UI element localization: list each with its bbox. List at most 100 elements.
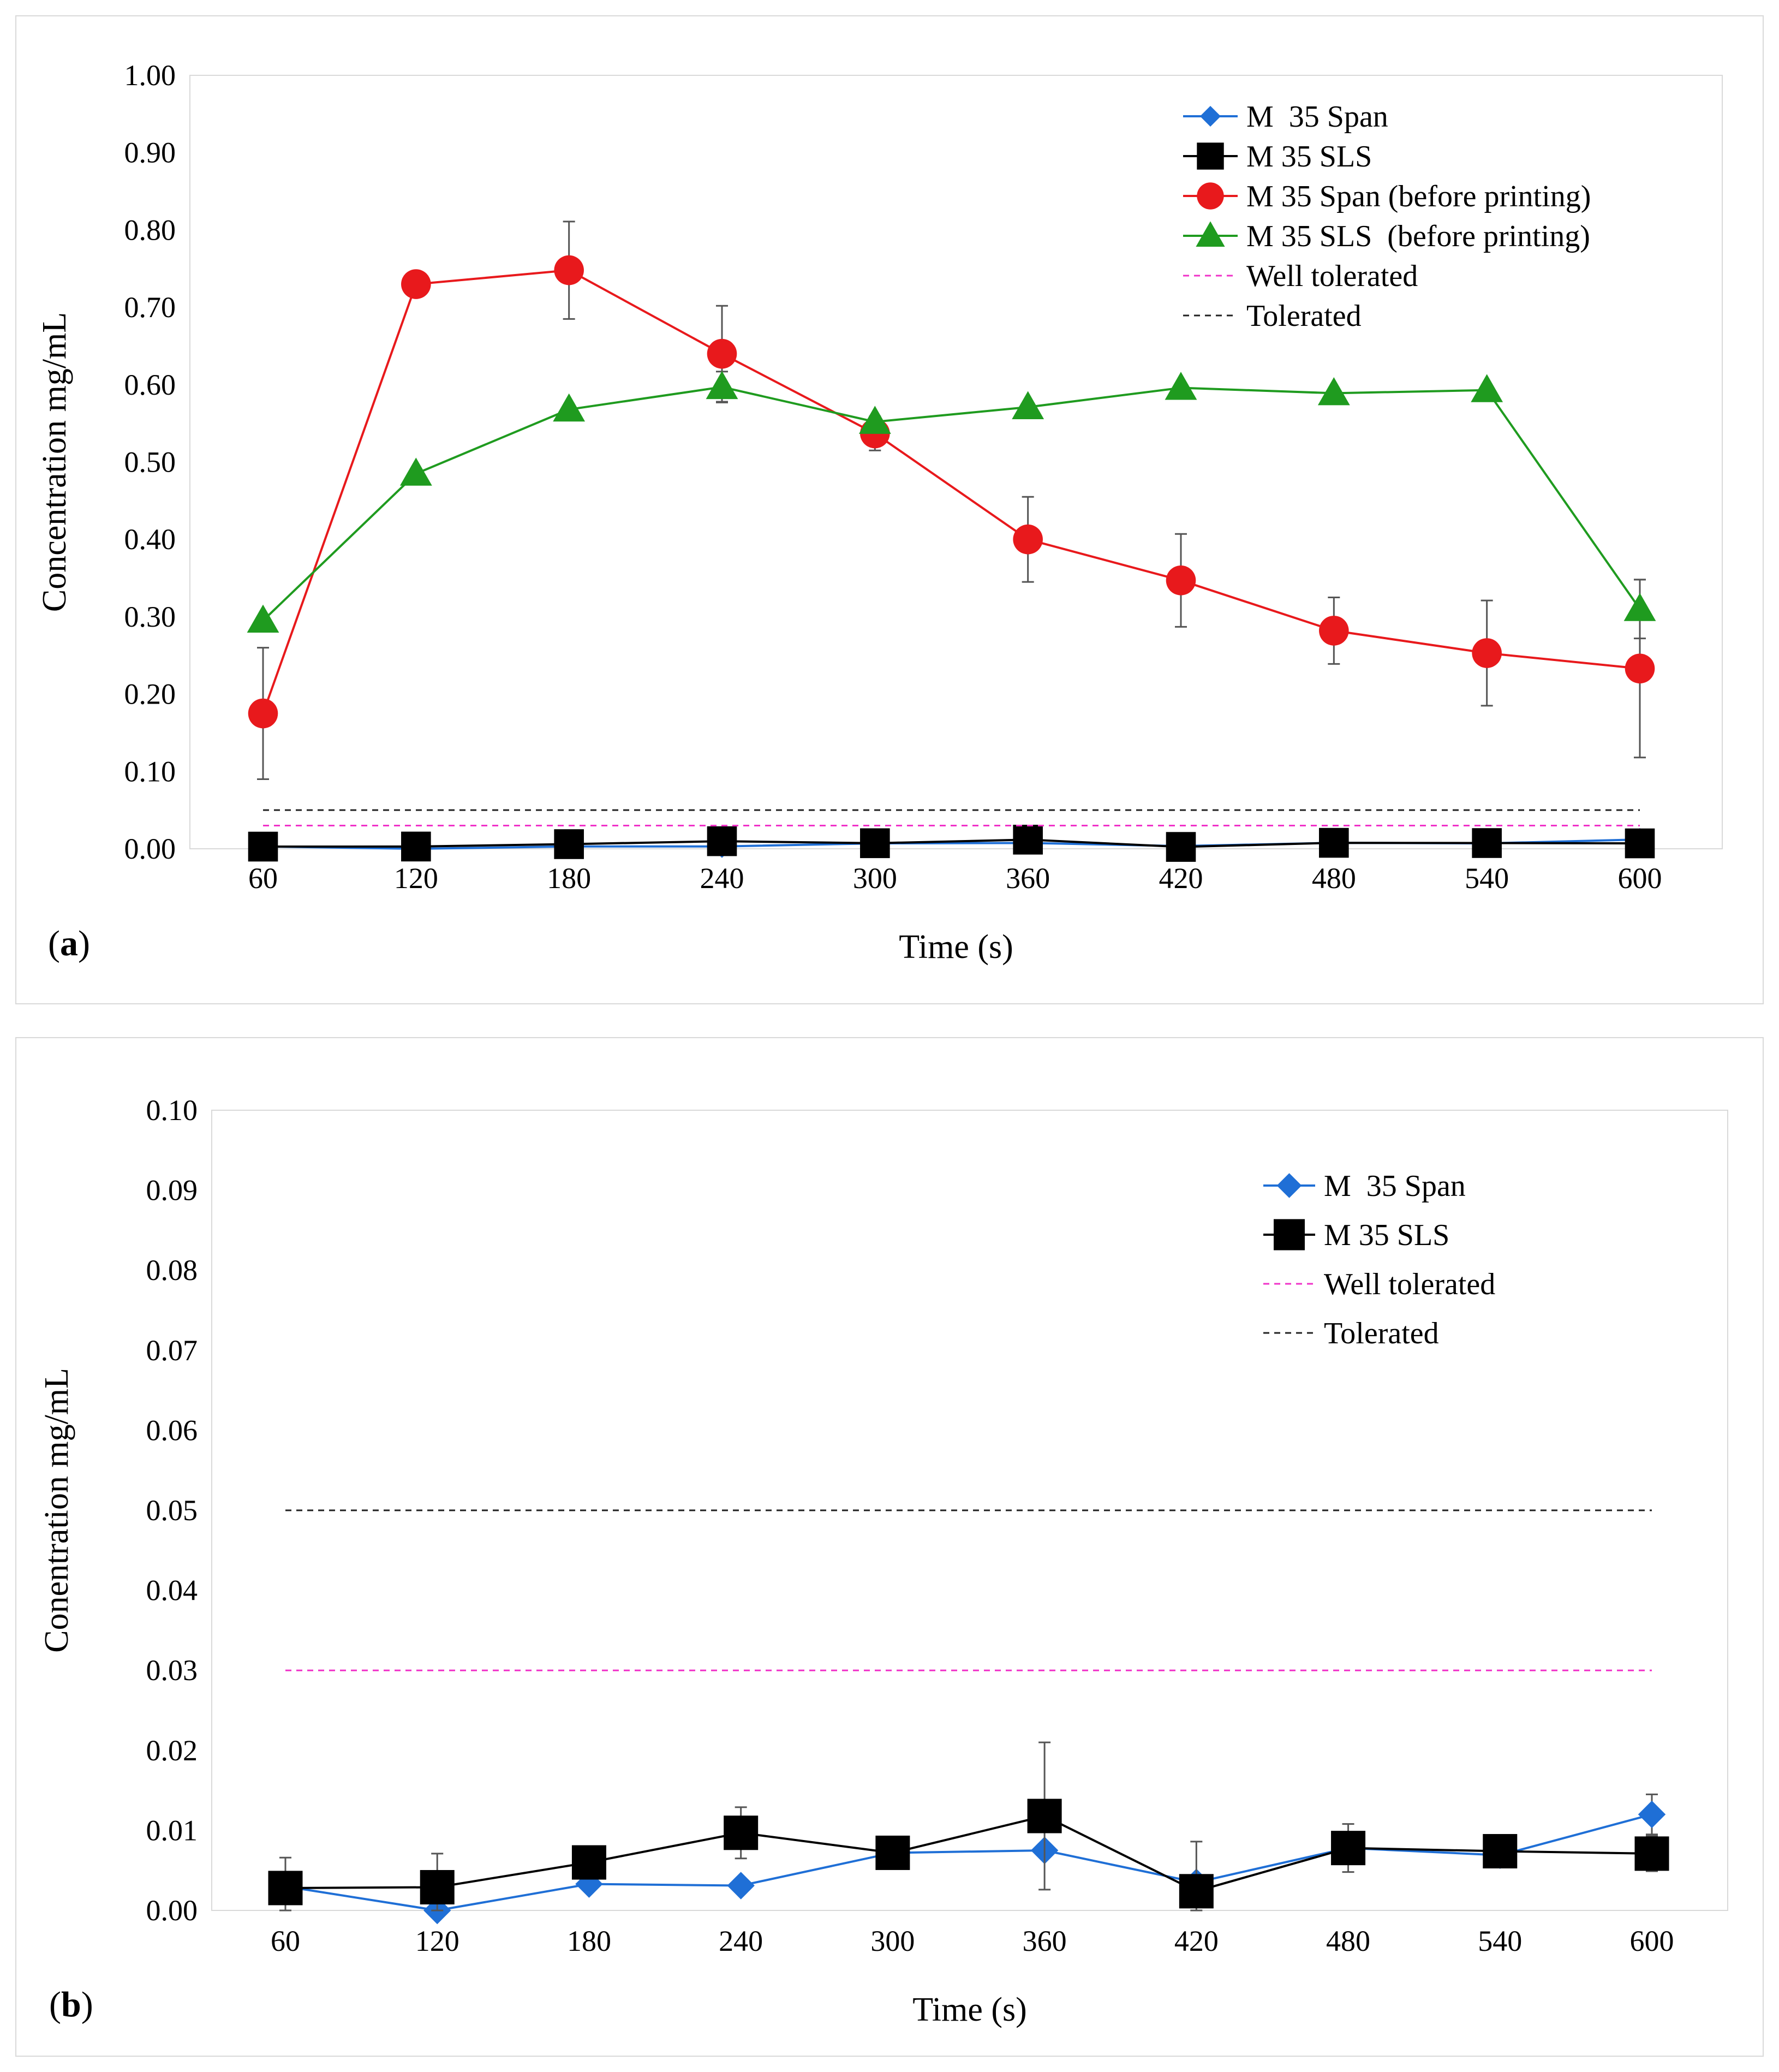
chart-a-series-m-35-span-before-printing-point [1013,524,1043,555]
chart-b-series-m-35-sls-line [285,1814,1652,1892]
chart-a-series-m-35-sls-before-printing-point [1471,374,1503,402]
chart-a-y-tick-label: 0.80 [124,213,176,246]
chart-a-x-tick-label: 420 [1159,862,1203,895]
chart-a-series-m-35-span-before-printing-point [1319,616,1349,646]
chart-a-y-tick-label: 0.20 [124,678,176,711]
chart-a-y-tick-label: 0.90 [124,136,176,169]
chart-b-x-axis-title: Time (s) [912,1991,1027,2028]
chart-b-x-tick-label: 360 [1023,1925,1067,1957]
chart-b-svg: 0.00 0.01 0.02 0.03 0.04 0.05 0.06 0.07 0.08 0.09… [38,1094,1728,2028]
chart-a-legend-label: M 35 SLS (before printing) [1246,219,1590,253]
chart-a-x-axis-title: Time (s) [899,928,1013,966]
chart-panel-b: 0.00 0.01 0.02 0.03 0.04 0.05 0.06 0.07 0.08 0.09… [15,1037,1764,2057]
chart-b-y-tick-label: 0.06 [146,1414,198,1446]
chart-b-series-m-35-sls-point [1331,1831,1366,1866]
chart-b-legend-marker [1276,1173,1302,1198]
chart-b-x-tick-label: 120 [415,1925,459,1957]
chart-a-x-tick-label: 300 [853,862,897,895]
chart-b-series-m-35-sls-point [1179,1874,1214,1909]
chart-a-legend-label: Well tolerated [1246,259,1418,293]
chart-b-legend-label: M 35 Span [1324,1169,1466,1203]
chart-a-series-m-35-sls-before-printing-line [262,386,1641,622]
chart-a-series-m-35-sls-before-printing-point [1623,593,1656,621]
chart-a-y-tick-label: 0.40 [124,523,176,556]
chart-b-series-m-35-sls-point [1634,1836,1669,1871]
chart-b-series-m-35-sls-point [571,1845,606,1880]
chart-a-legend-marker [1197,182,1224,210]
chart-a-legend-label: M 35 Span (before printing) [1246,180,1591,213]
chart-a-x-tick-label: 600 [1618,862,1662,895]
chart-a-series-m-35-sls-point [1166,832,1196,862]
chart-b-y-tick-label: 0.02 [146,1734,198,1767]
chart-a-x-tick-label: 180 [547,862,591,895]
chart-b-x-tick-label: 60 [271,1925,300,1957]
chart-b-y-axis-title: Conentration mg/mL [38,1368,75,1653]
chart-b-y-tick-label: 0.05 [146,1494,198,1527]
chart-a-series-m-35-span-before-printing-point [401,269,431,299]
chart-a-x-tick-label: 360 [1006,862,1050,895]
chart-b-series-m-35-sls-point [420,1869,455,1904]
chart-b-legend-label: M 35 SLS [1324,1218,1449,1252]
chart-b-y-tick-label: 0.01 [146,1814,198,1847]
chart-a-series-m-35-sls-point [1472,828,1502,858]
chart-b-x-tick-label: 540 [1478,1925,1522,1957]
chart-a-legend-marker [1200,106,1221,127]
chart-a-y-axis-title: Concentration mg/mL [36,312,73,612]
chart-a-y-tick-label: 1.00 [124,59,176,92]
chart-b-y-tick-label: 0.00 [146,1894,198,1927]
chart-a-x-tick-label: 240 [700,862,744,895]
chart-a-y-tick-label: 0.00 [124,832,176,865]
chart-panel-a: 0.00 0.10 0.20 0.30 0.40 0.50 0.60 0.70 0.80 0.90… [15,15,1764,1004]
chart-a-series-m-35-sls-before-printing-point [1165,372,1197,400]
chart-a-series-m-35-sls-before-printing-point [706,371,738,400]
chart-a-panel-label: (a) [48,924,90,963]
chart-b-series-m-35-sls-point [268,1871,303,1906]
chart-a-series-m-35-span-before-printing-point [1625,653,1655,684]
chart-b-legend-label: Tolerated [1324,1317,1439,1350]
chart-a-series-m-35-span-before-printing-point [248,698,278,729]
chart-b-x-tick-label: 600 [1630,1925,1674,1957]
chart-b-x-tick-label: 420 [1174,1925,1219,1957]
chart-b-series-m-35-span-line [285,1813,1652,1912]
chart-a-x-tick-label: 60 [248,862,278,895]
chart-b-y-tick-label: 0.04 [146,1574,198,1607]
chart-a-y-tick-label: 0.50 [124,446,176,479]
chart-a-series-m-35-sls-before-printing-point [1012,391,1044,419]
chart-a-legend: M 35 Span M 35 SLS M 35 Span (before print… [1183,100,1591,333]
chart-a-series-m-35-sls-line [262,838,1640,848]
chart-b-legend: M 35 Span M 35 SLS Well tolerated Tolerated [1263,1169,1495,1350]
chart-a-series-m-35-sls-point [1319,827,1349,858]
chart-a-legend-label: M 35 SLS [1246,140,1372,174]
chart-a-x-tick-label: 540 [1465,862,1509,895]
chart-a-series-m-35-span-before-printing-point [1166,565,1196,596]
chart-a-series-m-35-sls-before-printing-point [1317,377,1350,406]
chart-b-series-m-35-sls-point [1483,1834,1518,1869]
chart-a-series-m-35-sls-before-printing-point [553,393,586,422]
chart-b-series-m-35-sls-point [724,1815,759,1850]
chart-a-legend-marker [1196,221,1225,247]
chart-a-y-tick-label: 0.30 [124,600,176,633]
chart-b-y-tick-label: 0.09 [146,1174,198,1207]
chart-b-x-tick-label: 240 [719,1925,763,1957]
chart-a-series-m-35-sls-point [1625,828,1655,859]
chart-a-y-tick-label: 0.10 [124,755,176,788]
chart-a-x-tick-label: 120 [394,862,438,895]
chart-b-y-tick-label: 0.10 [146,1094,198,1127]
chart-b-series-m-35-sls-point [1027,1799,1062,1833]
chart-a-series-m-35-sls-point [707,826,737,856]
chart-b-x-tick-label: 300 [870,1925,915,1957]
chart-a-series-m-35-span-before-printing-line [262,269,1640,714]
chart-b-series-m-35-span-point [727,1872,755,1900]
chart-a-series-m-35-sls-point [860,828,890,859]
chart-a-series-m-35-sls-before-printing-point [399,457,432,486]
chart-a-series-m-35-sls-before-printing-point [247,604,279,633]
chart-a-legend-label: M 35 Span [1246,100,1388,134]
chart-a-series-m-35-sls-before-printing-point [858,406,891,434]
chart-a-legend-label: Tolerated [1246,299,1362,333]
chart-a-series-m-35-span-before-printing-point [1472,638,1502,668]
chart-a-series-m-35-span-before-printing-point [554,255,584,285]
chart-a-legend-marker [1197,142,1224,170]
chart-a-y-tick-label: 0.60 [124,368,176,401]
chart-b-panel-label: (b) [49,1985,93,2025]
chart-b-legend-marker [1274,1219,1305,1251]
